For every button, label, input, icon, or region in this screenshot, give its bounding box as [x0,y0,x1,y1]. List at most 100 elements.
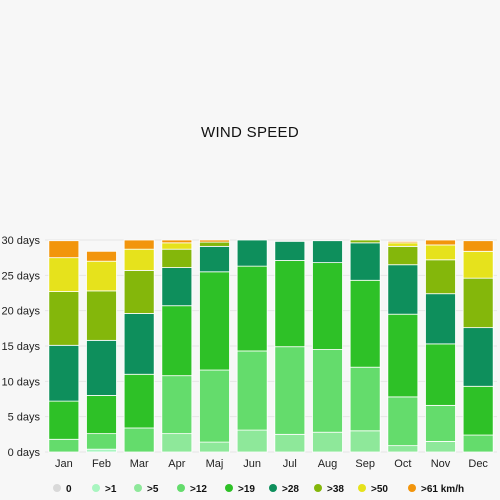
bar-segment [387,445,419,453]
legend-label[interactable]: 0 [66,484,72,495]
bar-segment [86,250,117,262]
bar-segment [161,242,193,250]
bar-segment [387,245,419,266]
bar-segment [236,265,268,352]
bar-segment [312,262,343,350]
legend-swatch[interactable] [358,484,366,492]
bar-segment [86,395,117,435]
y-tick-label: 25 days [1,270,40,282]
bar-segment [123,427,155,453]
bar-segment [312,349,343,433]
bar-segment [48,344,80,402]
y-tick-label: 10 days [1,376,40,388]
bar-segment [349,242,381,281]
legend-swatch[interactable] [408,484,416,492]
x-tick-label: Jan [55,458,73,470]
legend-label[interactable]: >38 [327,484,344,495]
bar-segment [462,250,494,279]
bar-segment [462,240,494,252]
bar-segment [199,245,230,273]
bar-segment [462,434,494,453]
bar-segment [48,240,80,259]
bar-segment [199,239,230,243]
grid-layer [45,239,497,453]
legend: 0 >1 >5 >12 >19 >28 >38 >50 >61 km/h [53,484,464,495]
bar-segment [199,369,230,443]
bar-segment [462,385,494,436]
bar-segment [199,271,230,371]
bar-segment [48,438,80,453]
x-tick-label: Oct [394,458,411,470]
legend-label[interactable]: >5 [147,484,159,495]
bar-segment [349,430,381,453]
bar-segment [199,241,230,247]
y-tick-label: 0 days [8,447,41,459]
bar-segment [387,313,419,398]
chart-title: WIND SPEED [201,124,299,141]
bar-segment [236,429,268,453]
bar-segment [387,242,419,247]
legend-label[interactable]: >12 [190,484,207,495]
bar-segment [425,244,456,261]
bar-segment [86,433,117,450]
bar-segment [425,259,456,295]
bar-segment [161,239,193,244]
bar-segment [86,448,117,453]
x-axis-ticks: Jan Feb Mar Apr Maj Jun Jul Aug Sep Oct Nov Dec [55,458,488,470]
bar-segment [86,290,117,341]
bar-segment [349,279,381,368]
bar-segment [86,260,117,292]
bar-segment [274,433,306,453]
bar-segment [161,375,193,435]
legend-label[interactable]: >28 [282,484,299,495]
legend-label[interactable]: >1 [105,484,117,495]
x-tick-label: Aug [318,458,338,470]
x-tick-label: Dec [468,458,488,470]
bar-segment [236,239,268,267]
bar-segment [349,366,381,432]
legend-swatch[interactable] [269,484,277,492]
y-tick-label: 20 days [1,306,40,318]
bar-segment [274,260,306,348]
bar-segment [48,257,80,292]
bar-segment [462,277,494,329]
x-tick-label: Jul [283,458,297,470]
x-tick-label: Sep [355,458,375,470]
y-axis-ticks: 0 days 5 days 10 days 15 days 20 days 25 days… [1,235,40,459]
legend-swatch[interactable] [134,484,142,492]
legend-swatch[interactable] [92,484,100,492]
x-tick-label: Apr [168,458,185,470]
bar-segment [161,248,193,268]
x-tick-label: Maj [206,458,224,470]
y-tick-label: 5 days [8,412,41,424]
x-tick-label: Jun [243,458,261,470]
bar-segment [123,269,155,314]
bar-segment [123,239,155,250]
legend-swatch[interactable] [225,484,233,492]
bars-layer [48,239,494,453]
legend-label[interactable]: >50 [371,484,388,495]
bar-segment [312,240,343,264]
x-tick-label: Feb [92,458,111,470]
bar-segment [161,305,193,377]
legend-label[interactable]: >19 [238,484,255,495]
legend-swatch[interactable] [177,484,185,492]
bar-segment [86,339,117,396]
x-tick-label: Nov [431,458,451,470]
bar-segment [425,440,456,453]
bar-segment [387,396,419,447]
bar-segment [425,343,456,406]
bar-segment [123,248,155,271]
legend-swatch[interactable] [53,484,61,492]
bar-segment [48,400,80,440]
y-tick-label: 30 days [1,235,40,247]
legend-swatch[interactable] [314,484,322,492]
bar-segment [312,431,343,453]
legend-label[interactable]: >61 km/h [421,484,464,495]
bar-segment [387,264,419,315]
y-tick-label: 15 days [1,341,40,353]
bar-segment [387,241,419,244]
bar-segment [161,267,193,307]
bar-segment [425,293,456,345]
